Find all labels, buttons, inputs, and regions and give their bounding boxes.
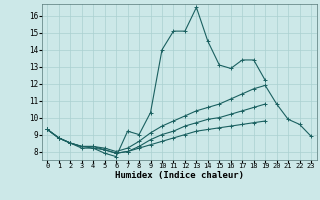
X-axis label: Humidex (Indice chaleur): Humidex (Indice chaleur) [115, 171, 244, 180]
